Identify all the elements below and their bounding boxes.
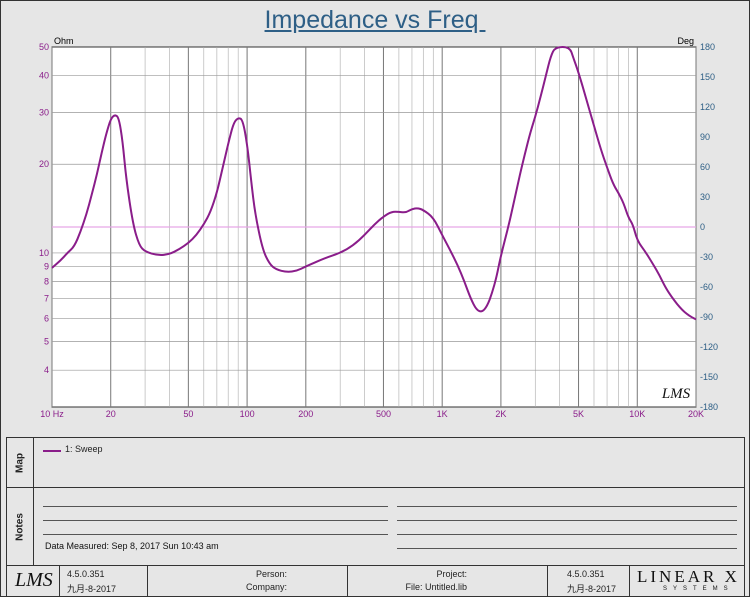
version-text-2: 4.5.0.351 [567,569,605,579]
map-panel-label: Map [7,438,34,488]
y2-tick-label: -180 [700,402,718,412]
right-unit-label: Deg [677,36,694,46]
y2-tick-label: -150 [700,372,718,382]
note-line [43,506,388,507]
y-tick-label: 6 [44,313,49,323]
linearx-systems: SYSTEMS [663,586,734,592]
x-tick-label: 100 [240,409,255,419]
map-panel: Map 1: Sweep [6,437,745,489]
y2-tick-label: 90 [700,132,710,142]
footer-version2-cell: 4.5.0.351 九月-8-2017 [547,566,630,596]
y2-tick-label: 150 [700,72,715,82]
note-line [397,520,737,521]
x-tick-label: 1K [437,409,448,419]
y-tick-label: 40 [39,71,49,81]
note-line [397,534,737,535]
data-measured-text: Data Measured: Sep 8, 2017 Sun 10:43 am [45,541,219,551]
y-tick-label: 30 [39,107,49,117]
x-tick-label: 20K [688,409,704,419]
y2-tick-label: -120 [700,342,718,352]
y-tick-label: 8 [44,276,49,286]
note-line [43,534,388,535]
y2-tick-label: 180 [700,42,715,52]
x-tick-label: 50 [183,409,193,419]
y2-tick-label: -30 [700,252,713,262]
y-tick-label: 20 [39,159,49,169]
footer-person-cell: Person: Company: [147,566,348,596]
y-tick-label: 4 [44,365,49,375]
company-label: Company: [245,582,287,592]
chart-title: Impedance vs Freq [264,6,486,34]
y-tick-label: 9 [44,261,49,271]
footer-project-cell: Project: File: Untitled.lib [347,566,548,596]
file-label: File: Untitled.lib [405,582,467,592]
impedance-chart: 10 Hz 20 50 100 200 500 1K 2K 5K 10K 20K 504030201… [39,36,718,419]
footer-version-cell: 4.5.0.351 九月-8-2017 [59,566,148,596]
footer: LMS 4.5.0.351 九月-8-2017 Person: Company:… [6,565,745,597]
x-tick-label: 5K [573,409,584,419]
version-text: 4.5.0.351 [67,569,105,579]
notes-panel-label: Notes [7,488,34,566]
note-line [43,520,388,521]
note-line [397,506,737,507]
left-unit-label: Ohm [54,36,74,46]
notes-panel: Notes Data Measured: Sep 8, 2017 Sun 10:… [6,487,745,567]
y2-tick-label: 0 [700,222,705,232]
x-tick-label: 500 [376,409,391,419]
x-tick-labels: 10 Hz 20 50 100 200 500 1K 2K 5K 10K 20K [40,409,704,419]
grid [51,47,697,407]
y2-tick-labels: 180 150 120 90 60 30 0 -30 -60 -90 -120 -150 -180 [700,42,718,412]
x-tick-label: 10 Hz [40,409,64,419]
y2-tick-label: -60 [700,282,713,292]
person-label: Person: [255,569,287,579]
x-tick-label: 2K [495,409,506,419]
lms-watermark: LMS [661,386,691,402]
y2-tick-label: 120 [700,102,715,112]
x-tick-label: 200 [298,409,313,419]
sweep-series-line [51,45,697,321]
note-line [397,548,737,549]
x-tick-label: 10K [629,409,645,419]
lms-logo: LMS [15,569,53,591]
linearx-logo: LINEAR X [637,567,740,586]
y-tick-label: 7 [44,294,49,304]
y2-tick-label: 60 [700,162,710,172]
footer-brand-cell: LINEAR X SYSTEMS [629,566,744,596]
x-tick-label: 20 [106,409,116,419]
date-text-2: 九月-8-2017 [567,584,617,594]
y2-tick-label: 30 [700,192,710,202]
y-tick-label: 50 [39,42,49,52]
y-tick-labels: 50 40 30 20 10 9 8 7 6 5 4 [39,42,49,375]
footer-logo-cell: LMS [7,566,60,596]
y2-tick-label: -90 [700,312,713,322]
project-label: Project: [436,569,467,579]
legend-swatch [43,450,61,452]
legend-entry: 1: Sweep [65,444,103,454]
date-text: 九月-8-2017 [67,584,117,594]
y-tick-label: 5 [44,337,49,347]
y-tick-label: 10 [39,248,49,258]
